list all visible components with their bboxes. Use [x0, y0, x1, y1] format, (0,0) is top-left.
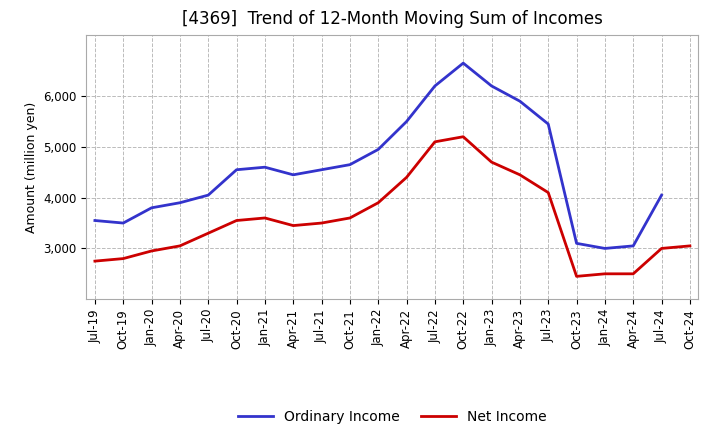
- Ordinary Income: [346, 162, 354, 167]
- Ordinary Income: [459, 60, 467, 66]
- Net Income: [374, 200, 382, 205]
- Ordinary Income: [289, 172, 297, 177]
- Net Income: [657, 246, 666, 251]
- Line: Net Income: Net Income: [95, 137, 690, 276]
- Ordinary Income: [431, 83, 439, 88]
- Ordinary Income: [657, 192, 666, 198]
- Net Income: [516, 172, 524, 177]
- Ordinary Income: [544, 121, 552, 127]
- Net Income: [685, 243, 694, 249]
- Net Income: [431, 139, 439, 144]
- Ordinary Income: [91, 218, 99, 223]
- Ordinary Income: [233, 167, 241, 172]
- Net Income: [204, 231, 212, 236]
- Net Income: [544, 190, 552, 195]
- Net Income: [629, 271, 637, 276]
- Net Income: [572, 274, 581, 279]
- Ordinary Income: [176, 200, 184, 205]
- Ordinary Income: [572, 241, 581, 246]
- Net Income: [346, 215, 354, 220]
- Net Income: [318, 220, 326, 226]
- Net Income: [233, 218, 241, 223]
- Net Income: [289, 223, 297, 228]
- Net Income: [119, 256, 127, 261]
- Net Income: [261, 215, 269, 220]
- Ordinary Income: [318, 167, 326, 172]
- Ordinary Income: [374, 147, 382, 152]
- Net Income: [176, 243, 184, 249]
- Ordinary Income: [516, 99, 524, 104]
- Ordinary Income: [629, 243, 637, 249]
- Legend: Ordinary Income, Net Income: Ordinary Income, Net Income: [233, 404, 552, 429]
- Y-axis label: Amount (million yen): Amount (million yen): [24, 102, 37, 233]
- Ordinary Income: [487, 83, 496, 88]
- Net Income: [459, 134, 467, 139]
- Net Income: [91, 258, 99, 264]
- Ordinary Income: [600, 246, 609, 251]
- Ordinary Income: [148, 205, 156, 210]
- Ordinary Income: [204, 192, 212, 198]
- Net Income: [402, 175, 411, 180]
- Ordinary Income: [119, 220, 127, 226]
- Ordinary Income: [261, 165, 269, 170]
- Title: [4369]  Trend of 12-Month Moving Sum of Incomes: [4369] Trend of 12-Month Moving Sum of I…: [182, 10, 603, 28]
- Net Income: [487, 159, 496, 165]
- Ordinary Income: [402, 119, 411, 124]
- Line: Ordinary Income: Ordinary Income: [95, 63, 662, 249]
- Net Income: [148, 248, 156, 253]
- Net Income: [600, 271, 609, 276]
